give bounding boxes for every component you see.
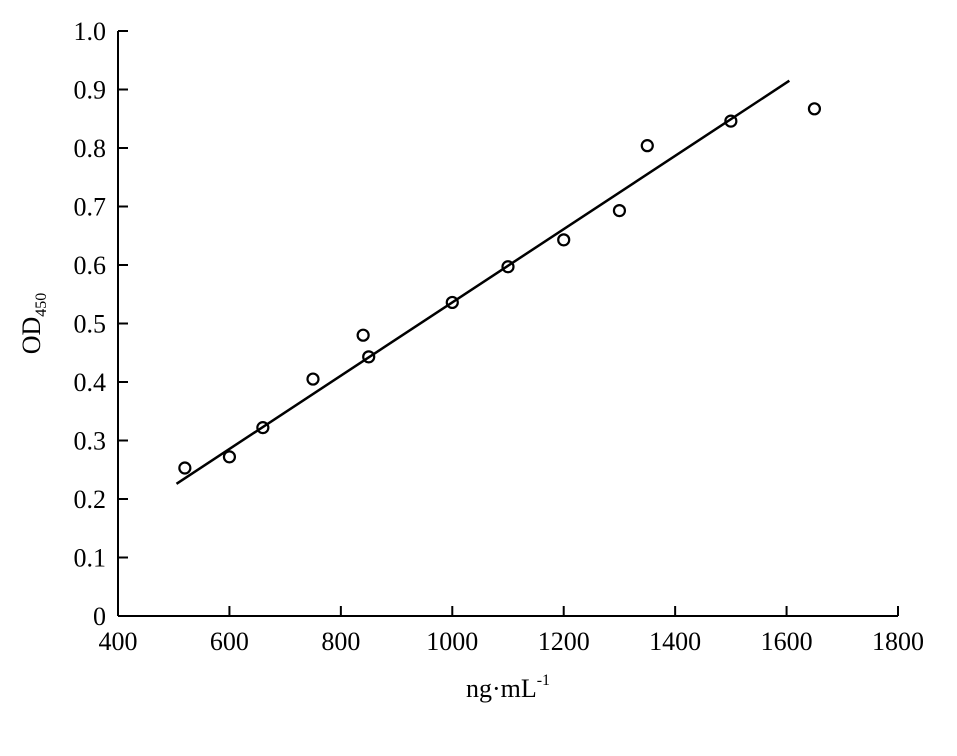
y-tick-label: 0.9 — [74, 76, 107, 105]
x-axis-label-main: ng·mL — [466, 674, 537, 703]
y-axis-label-main: OD — [17, 317, 46, 355]
y-tick-label: 0.6 — [74, 251, 107, 280]
y-tick-label: 0.1 — [74, 544, 107, 573]
x-tick-label: 1800 — [872, 627, 924, 656]
data-point — [724, 114, 738, 128]
y-tick-label: 0 — [93, 602, 106, 631]
x-axis-label: ng·mL-1 — [466, 672, 550, 703]
y-tick-label: 0.3 — [74, 427, 107, 456]
y-axis-label-sub: 450 — [33, 293, 50, 317]
x-tick-label: 1000 — [426, 627, 478, 656]
y-tick-label: 0.4 — [74, 368, 107, 397]
y-tick-label: 0.5 — [74, 310, 107, 339]
y-tick-label: 0.7 — [74, 193, 107, 222]
y-axis-label: OD450 — [17, 293, 50, 355]
data-point — [222, 450, 237, 464]
data-point — [612, 203, 627, 218]
y-tick-label: 0.2 — [74, 485, 107, 514]
x-tick-label: 400 — [99, 627, 138, 656]
x-tick-label: 1400 — [649, 627, 701, 656]
data-point — [306, 372, 320, 386]
x-tick-label: 600 — [210, 627, 249, 656]
data-point — [362, 350, 376, 364]
fit-line — [175, 79, 791, 485]
x-tick-label: 1200 — [538, 627, 590, 656]
data-point — [445, 295, 459, 310]
x-tick-label: 800 — [321, 627, 360, 656]
data-point — [807, 102, 822, 116]
x-ticks: 400 600 800 1000 1200 1400 1600 1800 — [99, 606, 924, 656]
data-point — [256, 421, 270, 435]
data-point — [557, 233, 571, 247]
axes — [117, 31, 898, 617]
data-points — [178, 102, 822, 475]
y-ticks: 0 0.1 0.2 0.3 0.4 0.5 0.6 0.7 0.8 0.9 1.0 — [74, 17, 128, 631]
data-point — [356, 328, 370, 342]
data-point — [178, 461, 192, 475]
x-tick-label: 1600 — [761, 627, 813, 656]
x-axis-label-sup: -1 — [537, 672, 550, 689]
data-point — [501, 260, 515, 274]
y-tick-label: 0.8 — [74, 134, 107, 163]
y-tick-label: 1.0 — [74, 17, 107, 46]
data-point — [640, 139, 654, 153]
